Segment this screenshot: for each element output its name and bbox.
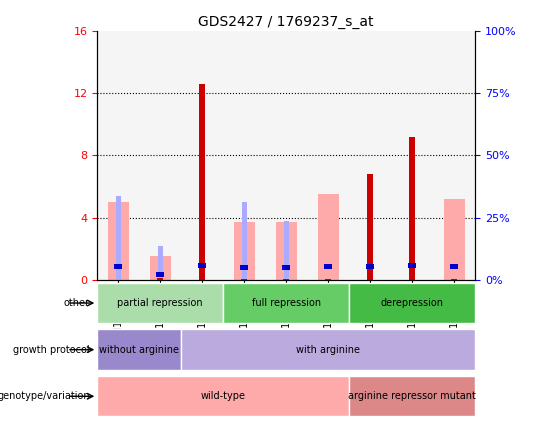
FancyBboxPatch shape (97, 329, 181, 370)
Bar (433, 31, 475, 280)
Text: other: other (64, 298, 90, 308)
Text: growth protocol: growth protocol (13, 345, 90, 355)
Bar (181, 31, 223, 280)
Bar (97, 31, 139, 280)
FancyBboxPatch shape (181, 329, 475, 370)
Text: full repression: full repression (252, 298, 321, 308)
Bar (325, 279, 332, 280)
Bar (199, 84, 205, 280)
Bar (283, 279, 289, 280)
FancyBboxPatch shape (97, 283, 223, 323)
Bar (367, 265, 374, 269)
Bar (234, 222, 255, 280)
Bar (157, 278, 163, 280)
Bar (408, 263, 416, 268)
Bar (325, 264, 332, 269)
FancyBboxPatch shape (349, 283, 475, 323)
Text: arginine repressor mutant: arginine repressor mutant (348, 391, 476, 401)
Bar (276, 222, 296, 280)
Bar (349, 31, 391, 280)
Bar (284, 221, 289, 280)
Bar (450, 265, 458, 269)
Bar (444, 199, 465, 280)
Text: genotype/variation: genotype/variation (0, 391, 90, 401)
Bar (241, 279, 247, 280)
Bar (409, 137, 415, 280)
Bar (139, 31, 181, 280)
Bar (157, 272, 164, 277)
Bar (158, 246, 163, 280)
FancyBboxPatch shape (97, 376, 349, 416)
Bar (282, 265, 290, 270)
Text: without arginine: without arginine (99, 345, 179, 355)
Bar (451, 279, 457, 280)
Text: derepression: derepression (381, 298, 444, 308)
Bar (242, 202, 247, 280)
Bar (265, 31, 307, 280)
Bar (367, 174, 373, 280)
FancyBboxPatch shape (223, 283, 349, 323)
Bar (198, 263, 206, 268)
Bar (240, 265, 248, 270)
Bar (107, 202, 129, 280)
Bar (391, 31, 433, 280)
Bar (318, 194, 339, 280)
Bar (368, 199, 373, 280)
Bar (307, 31, 349, 280)
Bar (223, 31, 265, 280)
FancyBboxPatch shape (349, 376, 475, 416)
Bar (116, 196, 121, 280)
Bar (114, 264, 122, 269)
Title: GDS2427 / 1769237_s_at: GDS2427 / 1769237_s_at (199, 15, 374, 29)
Text: wild-type: wild-type (201, 391, 246, 401)
Text: partial repression: partial repression (117, 298, 203, 308)
Bar (150, 256, 171, 280)
Text: with arginine: with arginine (296, 345, 360, 355)
